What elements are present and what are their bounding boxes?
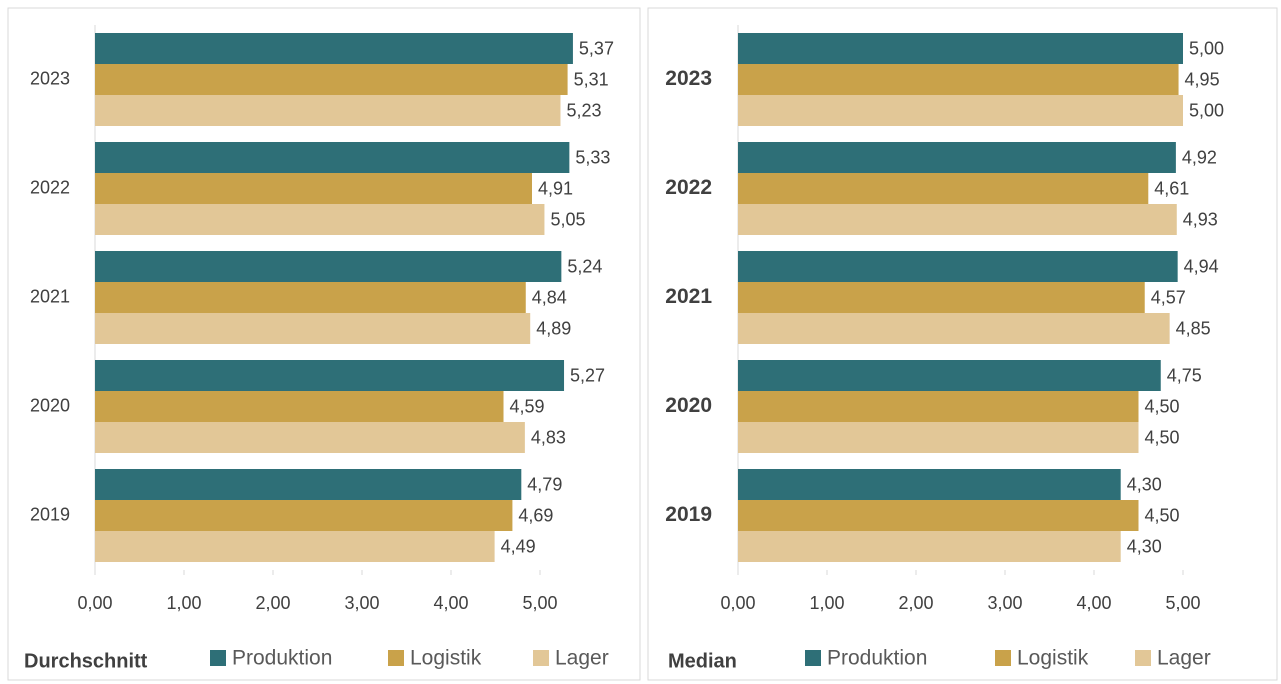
x-tick-label: 5,00 [1165, 593, 1200, 613]
bar [738, 391, 1139, 422]
data-label: 4,91 [538, 178, 573, 198]
y-tick-label: 2022 [665, 176, 712, 199]
bar [738, 204, 1177, 235]
bar [738, 142, 1176, 173]
bar [95, 531, 495, 562]
data-label: 4,75 [1167, 365, 1202, 385]
panel-border [7, 7, 641, 681]
bar [95, 360, 565, 391]
data-label: 5,23 [566, 100, 601, 120]
legend-label: Logistik [410, 647, 482, 670]
bar [738, 469, 1121, 500]
data-label: 4,61 [1154, 178, 1189, 198]
bar [95, 142, 570, 173]
y-tick-label: 2021 [30, 286, 70, 306]
data-label: 4,94 [1184, 256, 1219, 276]
bar [738, 360, 1161, 391]
data-label: 5,33 [575, 147, 610, 167]
y-tick-label: 2019 [30, 504, 70, 524]
data-label: 5,00 [1189, 100, 1224, 120]
data-label: 5,00 [1189, 38, 1224, 58]
x-tick-label: 2,00 [255, 593, 290, 613]
data-label: 4,30 [1127, 536, 1162, 556]
bar [738, 251, 1178, 282]
data-label: 4,69 [518, 505, 553, 525]
y-tick-label: 2020 [30, 395, 70, 415]
data-label: 5,24 [567, 256, 602, 276]
y-tick-label: 2020 [665, 394, 712, 417]
legend-swatch [388, 650, 404, 666]
legend-swatch [533, 650, 549, 666]
data-label: 4,79 [527, 474, 562, 494]
bar [738, 313, 1170, 344]
bar [95, 469, 522, 500]
x-tick-label: 2,00 [898, 593, 933, 613]
data-label: 5,05 [550, 209, 585, 229]
data-label: 5,27 [570, 365, 605, 385]
x-tick-label: 3,00 [987, 593, 1022, 613]
data-label: 5,37 [579, 38, 614, 58]
bar [95, 422, 525, 453]
bar [95, 173, 532, 204]
bar [95, 500, 513, 531]
data-label: 4,59 [510, 396, 545, 416]
x-tick-label: 0,00 [77, 593, 112, 613]
bar [95, 95, 561, 126]
bar [95, 33, 573, 64]
data-label: 4,49 [501, 536, 536, 556]
data-label: 4,30 [1127, 474, 1162, 494]
y-tick-label: 2022 [30, 177, 70, 197]
legend-title: Durchschnitt [24, 650, 148, 672]
data-label: 4,57 [1151, 287, 1186, 307]
bar [738, 64, 1179, 95]
legend-label: Lager [555, 647, 609, 670]
legend-label: Produktion [232, 647, 332, 670]
bar [738, 33, 1183, 64]
data-label: 4,95 [1185, 69, 1220, 89]
legend-swatch [805, 650, 821, 666]
data-label: 4,92 [1182, 147, 1217, 167]
legend-title: Median [668, 650, 737, 672]
data-label: 4,50 [1145, 427, 1180, 447]
y-tick-label: 2019 [665, 503, 712, 526]
legend-label: Produktion [827, 647, 927, 670]
legend-label: Lager [1157, 647, 1211, 670]
data-label: 5,31 [574, 69, 609, 89]
bar [95, 64, 568, 95]
data-label: 4,84 [532, 287, 567, 307]
bar [95, 313, 531, 344]
data-label: 4,50 [1145, 505, 1180, 525]
data-label: 4,83 [531, 427, 566, 447]
legend-swatch [995, 650, 1011, 666]
x-tick-label: 3,00 [344, 593, 379, 613]
x-tick-label: 5,00 [522, 593, 557, 613]
y-tick-label: 2021 [665, 285, 712, 308]
panel-border [647, 7, 1278, 681]
legend-swatch [210, 650, 226, 666]
data-label: 4,89 [536, 318, 571, 338]
y-tick-label: 2023 [665, 67, 712, 90]
legend-swatch [1135, 650, 1151, 666]
legend-label: Logistik [1017, 647, 1089, 670]
x-tick-label: 0,00 [720, 593, 755, 613]
data-label: 4,85 [1176, 318, 1211, 338]
bar [95, 282, 526, 313]
data-label: 4,93 [1183, 209, 1218, 229]
bar [738, 500, 1139, 531]
bar [738, 422, 1139, 453]
bar [95, 204, 545, 235]
x-tick-label: 1,00 [166, 593, 201, 613]
x-tick-label: 4,00 [1076, 593, 1111, 613]
bar [738, 531, 1121, 562]
bar [95, 251, 562, 282]
x-tick-label: 4,00 [433, 593, 468, 613]
bar [738, 95, 1183, 126]
data-label: 4,50 [1145, 396, 1180, 416]
bar [95, 391, 504, 422]
bar [738, 173, 1149, 204]
bar [738, 282, 1145, 313]
x-tick-label: 1,00 [809, 593, 844, 613]
y-tick-label: 2023 [30, 68, 70, 88]
